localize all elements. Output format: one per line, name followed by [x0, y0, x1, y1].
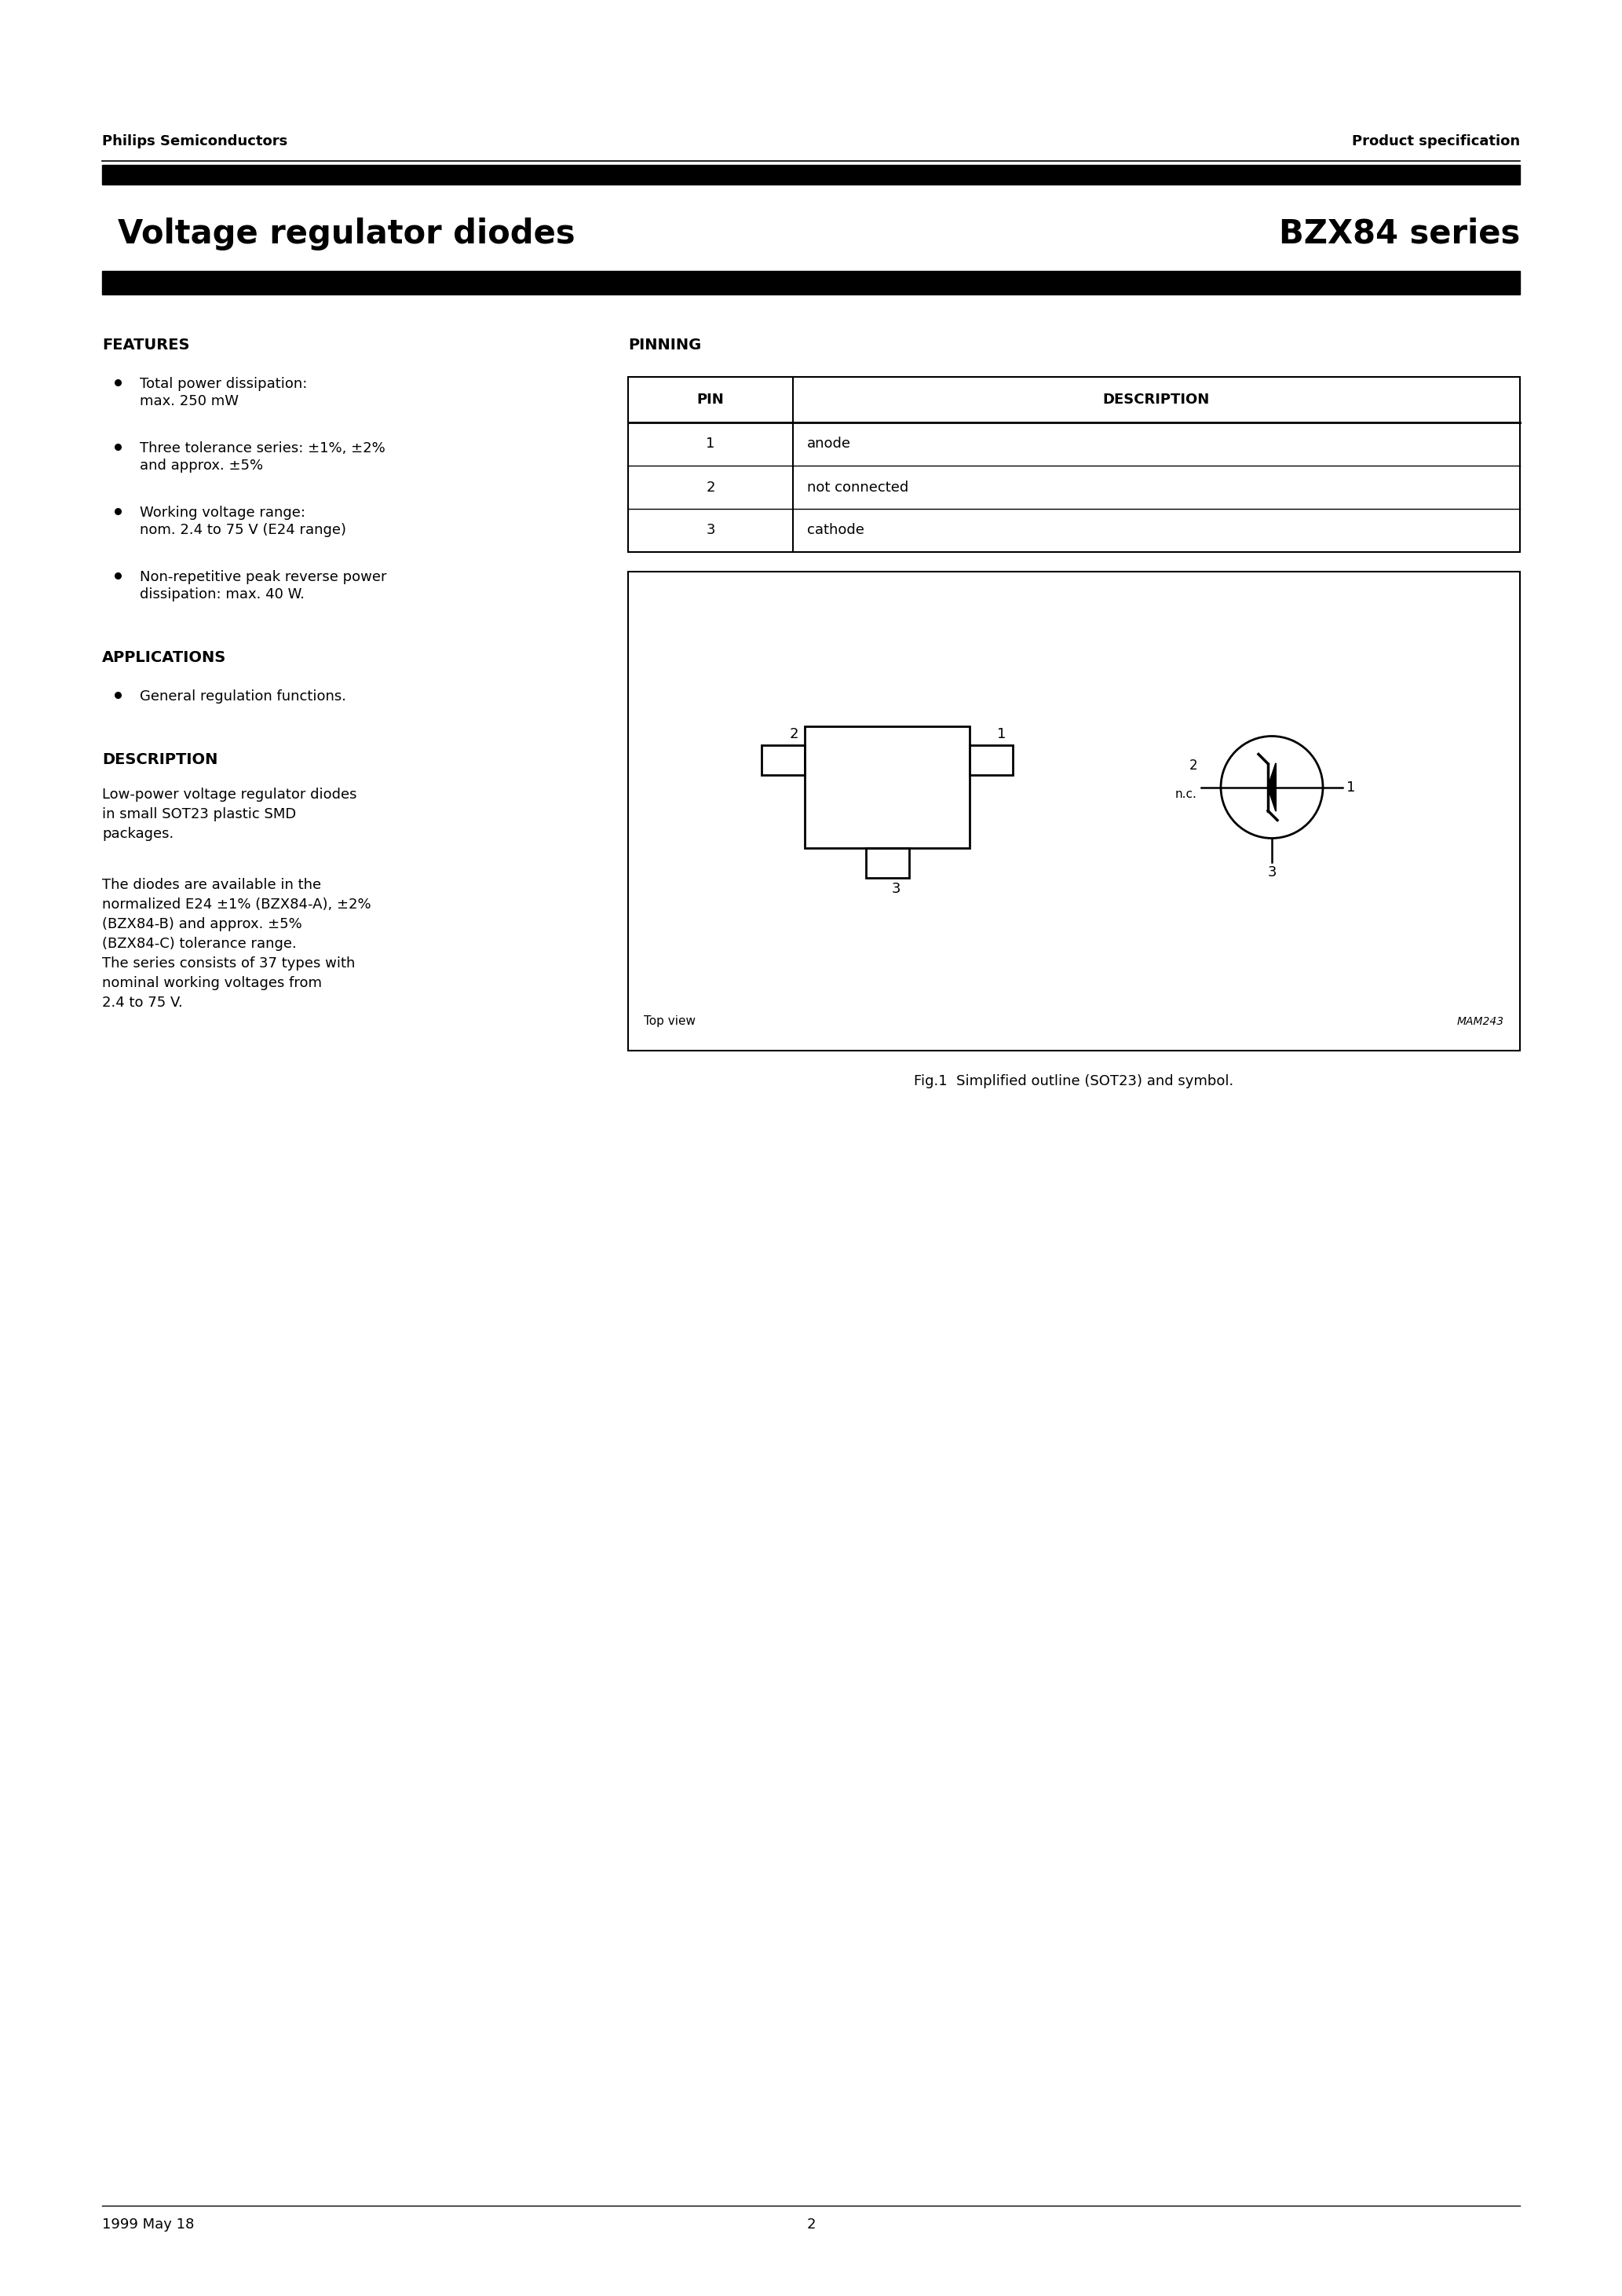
Text: Non-repetitive peak reverse power: Non-repetitive peak reverse power — [139, 569, 386, 583]
Text: 1999 May 18: 1999 May 18 — [102, 2218, 195, 2232]
Bar — [805, 726, 970, 847]
Text: n.c.: n.c. — [1176, 790, 1197, 801]
Text: DESCRIPTION: DESCRIPTION — [102, 753, 217, 767]
Text: nom. 2.4 to 75 V (E24 range): nom. 2.4 to 75 V (E24 range) — [139, 523, 345, 537]
Text: not connected: not connected — [808, 480, 908, 494]
Bar — [866, 847, 908, 877]
Text: anode: anode — [808, 436, 852, 450]
Text: Low-power voltage regulator diodes
in small SOT23 plastic SMD
packages.: Low-power voltage regulator diodes in sm… — [102, 788, 357, 840]
Bar — [102, 165, 1520, 184]
Text: MAM243: MAM243 — [1457, 1017, 1504, 1026]
Text: 3: 3 — [892, 882, 900, 895]
Bar — [102, 271, 1520, 294]
Text: Total power dissipation:: Total power dissipation: — [139, 377, 307, 390]
Bar — [762, 746, 805, 776]
Text: 3: 3 — [706, 523, 715, 537]
Text: Product specification: Product specification — [1351, 133, 1520, 149]
Text: DESCRIPTION: DESCRIPTION — [1103, 393, 1210, 406]
Text: 1: 1 — [1346, 781, 1356, 794]
Text: Fig.1  Simplified outline (SOT23) and symbol.: Fig.1 Simplified outline (SOT23) and sym… — [915, 1075, 1234, 1088]
Text: Working voltage range:: Working voltage range: — [139, 505, 305, 519]
Text: 1: 1 — [998, 728, 1006, 742]
Text: 2: 2 — [790, 728, 798, 742]
Text: 2: 2 — [806, 2218, 816, 2232]
Text: General regulation functions.: General regulation functions. — [139, 689, 345, 703]
Polygon shape — [1268, 765, 1277, 810]
Text: Voltage regulator diodes: Voltage regulator diodes — [118, 218, 576, 250]
Text: Top view: Top view — [644, 1015, 696, 1026]
Bar — [970, 746, 1012, 776]
Text: max. 250 mW: max. 250 mW — [139, 395, 238, 409]
Text: 2: 2 — [706, 480, 715, 494]
Bar — [628, 377, 1520, 551]
Text: FEATURES: FEATURES — [102, 338, 190, 354]
Bar — [628, 572, 1520, 1052]
Text: BZX84 series: BZX84 series — [1278, 218, 1520, 250]
Text: Three tolerance series: ±1%, ±2%: Three tolerance series: ±1%, ±2% — [139, 441, 386, 455]
Text: PINNING: PINNING — [628, 338, 701, 354]
Text: 2: 2 — [1189, 760, 1197, 774]
Text: 3: 3 — [1267, 866, 1277, 879]
Text: PIN: PIN — [697, 393, 723, 406]
Text: 1: 1 — [706, 436, 715, 450]
Text: and approx. ±5%: and approx. ±5% — [139, 459, 263, 473]
Text: APPLICATIONS: APPLICATIONS — [102, 650, 227, 666]
Text: The diodes are available in the
normalized E24 ±1% (BZX84-A), ±2%
(BZX84-B) and : The diodes are available in the normaliz… — [102, 877, 371, 1010]
Text: cathode: cathode — [808, 523, 865, 537]
Text: dissipation: max. 40 W.: dissipation: max. 40 W. — [139, 588, 305, 602]
Text: Philips Semiconductors: Philips Semiconductors — [102, 133, 287, 149]
